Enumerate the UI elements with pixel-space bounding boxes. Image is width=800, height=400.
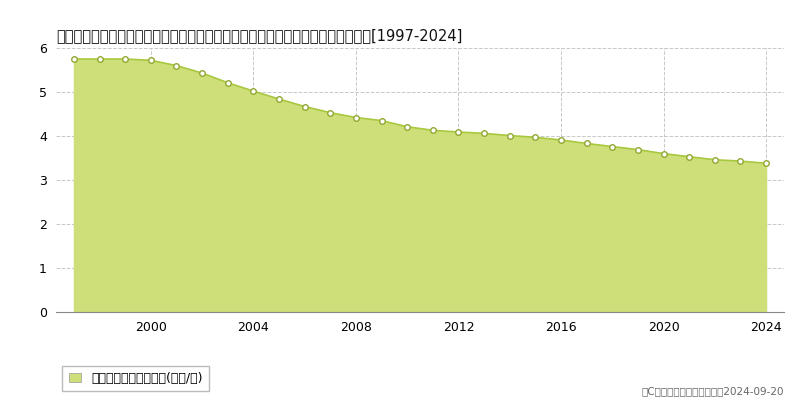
Legend: 基準地価　平均坊単価(万円/坊): 基準地価 平均坊単価(万円/坊) (62, 366, 209, 391)
Text: （C）土地価格ドットコム　2024-09-20: （C）土地価格ドットコム 2024-09-20 (642, 386, 784, 396)
Text: 長野県北佐久郡立科町大字芦田字下宮地裏１６６８番２４　基準地価　地価推移[1997-2024]: 長野県北佐久郡立科町大字芦田字下宮地裏１６６８番２４ 基準地価 地価推移[199… (56, 28, 462, 43)
